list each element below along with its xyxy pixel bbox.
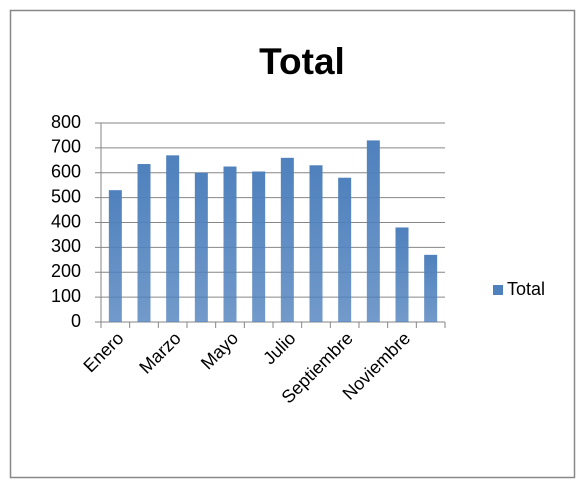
- y-tick-label: 800: [51, 112, 81, 132]
- bar: [366, 140, 380, 322]
- y-tick-label: 700: [51, 137, 81, 157]
- bar: [424, 254, 438, 322]
- bar: [395, 227, 409, 322]
- y-tick-label: 600: [51, 162, 81, 182]
- bar: [166, 155, 180, 322]
- y-tick-label: 500: [51, 186, 81, 206]
- bar: [252, 171, 266, 322]
- bar: [194, 172, 208, 322]
- legend-label: Total: [507, 279, 545, 299]
- bar: [280, 157, 294, 322]
- legend-swatch: [493, 285, 503, 295]
- y-tick-label: 100: [51, 286, 81, 306]
- y-tick-label: 0: [71, 311, 81, 331]
- bar: [309, 165, 323, 322]
- y-tick-label: 200: [51, 261, 81, 281]
- y-tick-label: 300: [51, 236, 81, 256]
- bar: [338, 177, 352, 322]
- bar: [108, 190, 122, 322]
- y-tick-label: 400: [51, 211, 81, 231]
- chart-title: Total: [259, 41, 345, 82]
- bar: [137, 164, 151, 322]
- bar: [223, 166, 237, 322]
